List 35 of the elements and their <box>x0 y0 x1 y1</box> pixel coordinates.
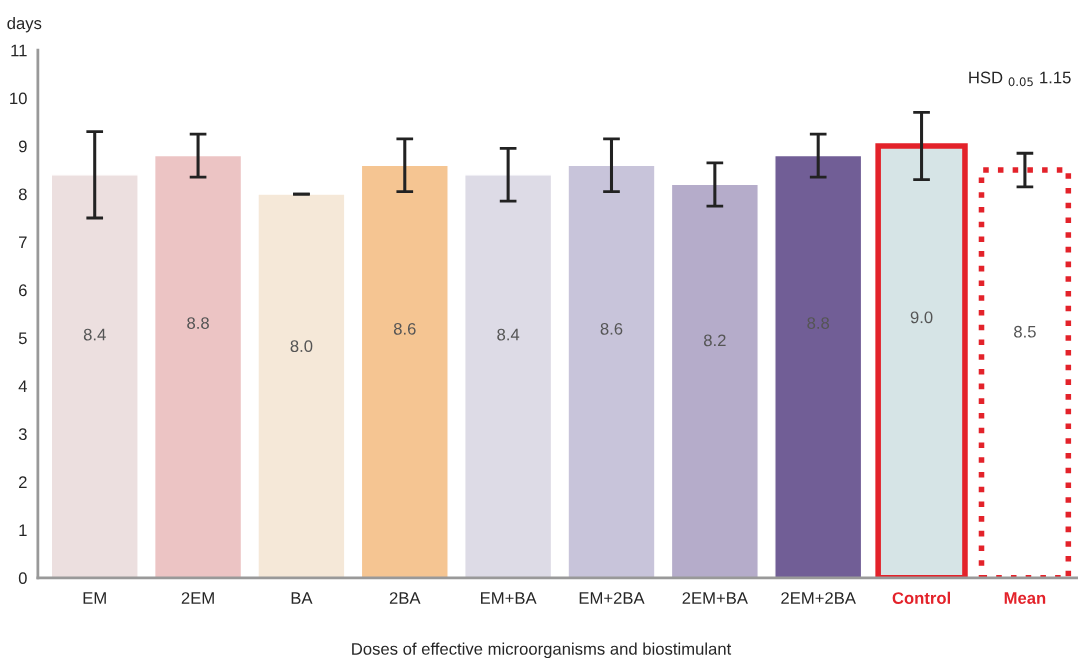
y-tick-label: 7 <box>19 236 27 249</box>
x-tick-label: EM+BA <box>481 592 537 604</box>
y-tick-label: 6 <box>19 284 27 297</box>
y-tick-label: 9 <box>18 140 27 153</box>
x-tick-label: Mean <box>1004 592 1046 604</box>
x-tick-label: 2EM+2BA <box>781 592 856 604</box>
y-tick-label: 2 <box>19 476 27 488</box>
data-label: 8.8 <box>187 317 209 329</box>
data-label: 9.0 <box>910 311 933 324</box>
y-tick-label: 4 <box>18 380 27 392</box>
x-tick-label: Control <box>892 591 950 604</box>
data-label: 8.5 <box>1014 325 1036 338</box>
data-label: 8.0 <box>290 340 313 353</box>
x-tick-label: BA <box>291 592 313 604</box>
data-label: 8.2 <box>703 334 726 347</box>
data-label: 8.6 <box>393 322 416 335</box>
y-tick-label: 10 <box>10 92 27 105</box>
annotation: HSD $_{0.05}$ 1.15 <box>969 71 1071 87</box>
data-label: 8.4 <box>83 328 106 341</box>
data-label: 8.8 <box>807 317 830 329</box>
x-tick-label: EM+2BA <box>579 592 645 604</box>
y-tick-label: 1 <box>19 524 27 536</box>
y-tick-label: 3 <box>18 428 27 441</box>
y-tick-label: 8 <box>18 188 27 201</box>
x-axis-title: Doses of effective microorganisms and biostimulant <box>352 642 732 659</box>
x-tick-label: 2EM+BA <box>682 592 748 604</box>
y-tick-label: 11 <box>11 44 27 57</box>
x-tick-label: 2EM <box>181 592 214 604</box>
y-tick-label: 0 <box>18 572 27 585</box>
y-axis-title: days <box>7 16 42 33</box>
data-label: 8.4 <box>497 328 520 341</box>
x-tick-label: 2BA <box>389 592 421 604</box>
data-label: 8.6 <box>600 322 623 335</box>
x-tick-label: EM <box>83 592 106 604</box>
y-tick-label: 5 <box>18 332 27 345</box>
